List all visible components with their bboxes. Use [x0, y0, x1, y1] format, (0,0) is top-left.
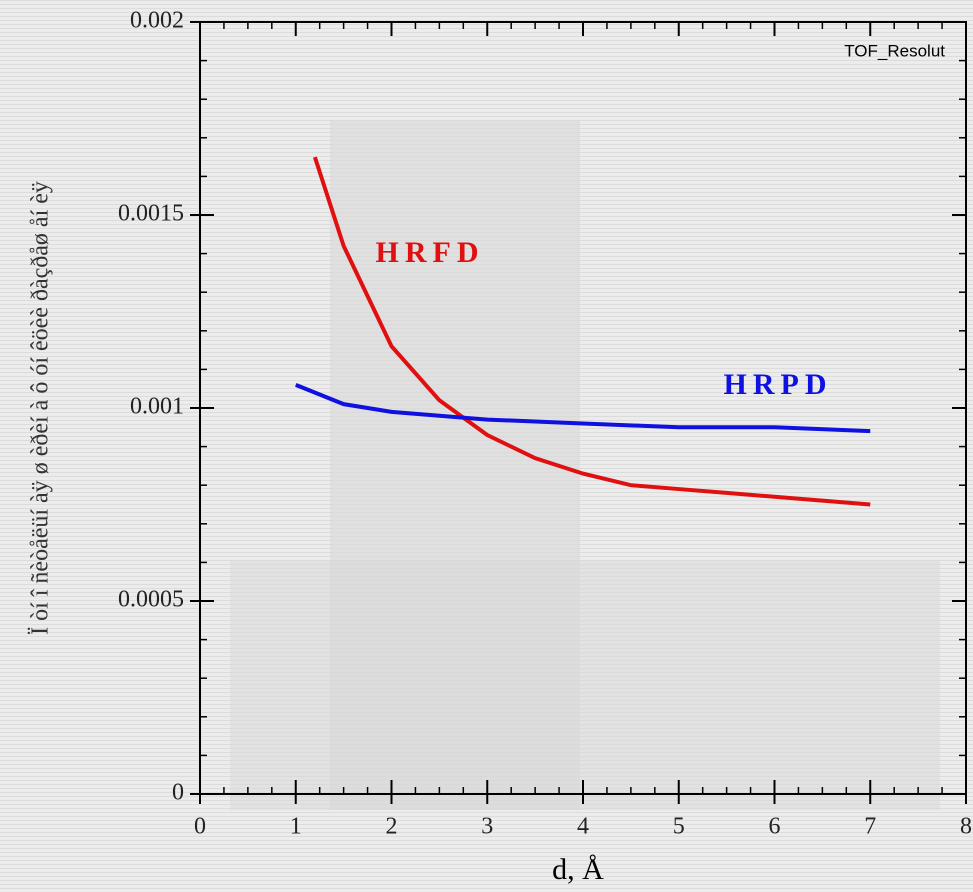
- x-tick-label: 2: [386, 814, 398, 840]
- x-tick-label: 5: [673, 814, 685, 840]
- x-tick-label: 7: [864, 814, 876, 840]
- chart: TOF_Resolut d, Å Ï òí î ñèòåëüí àÿ ø èðè…: [0, 0, 973, 892]
- x-axis-label: d, Å: [552, 853, 604, 886]
- series-label: HRFD: [376, 236, 485, 269]
- x-tick-label: 8: [960, 814, 972, 840]
- x-tick-label: 0: [194, 814, 206, 840]
- building-shape: [230, 560, 940, 810]
- y-tick-label: 0.001: [130, 394, 184, 420]
- y-tick-label: 0.0015: [118, 201, 184, 227]
- x-tick-label: 1: [290, 814, 302, 840]
- x-tick-label: 4: [577, 814, 589, 840]
- x-tick-label: 6: [769, 814, 781, 840]
- series-label: HRPD: [724, 368, 833, 401]
- y-tick-label: 0.002: [130, 8, 184, 34]
- y-tick-label: 0: [172, 780, 184, 806]
- page: TOF_Resolut d, Å Ï òí î ñèòåëüí àÿ ø èðè…: [0, 0, 973, 892]
- y-tick-label: 0.0005: [118, 587, 184, 613]
- x-tick-label: 3: [481, 814, 493, 840]
- annotation: TOF_Resolut: [844, 41, 945, 60]
- y-axis-label: Ï òí î ñèòåëüí àÿ ø èðèí à ô óí êöèè ðàç…: [28, 181, 54, 635]
